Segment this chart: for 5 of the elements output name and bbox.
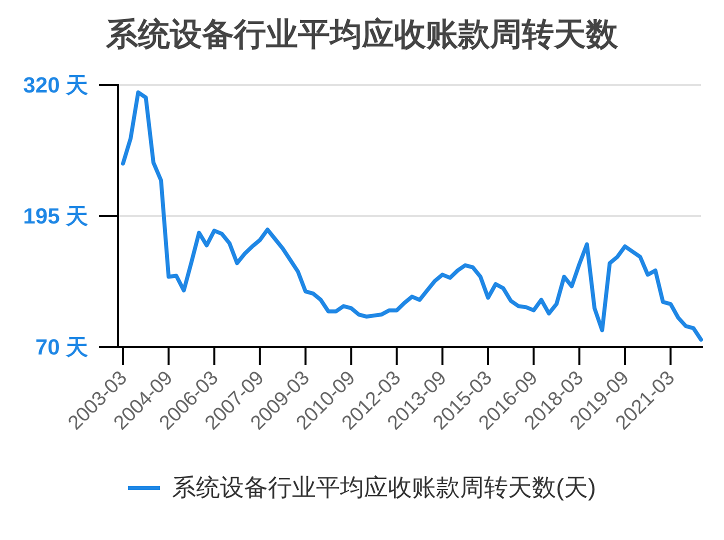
y-tick-label: 70 天 (35, 334, 88, 360)
title: 系统设备行业平均应收账款周转天数 (106, 16, 618, 52)
legend-label: 系统设备行业平均应收账款周转天数(天) (172, 474, 596, 502)
y-tick-label: 320 天 (23, 72, 88, 98)
y-tick-label: 195 天 (23, 204, 88, 228)
